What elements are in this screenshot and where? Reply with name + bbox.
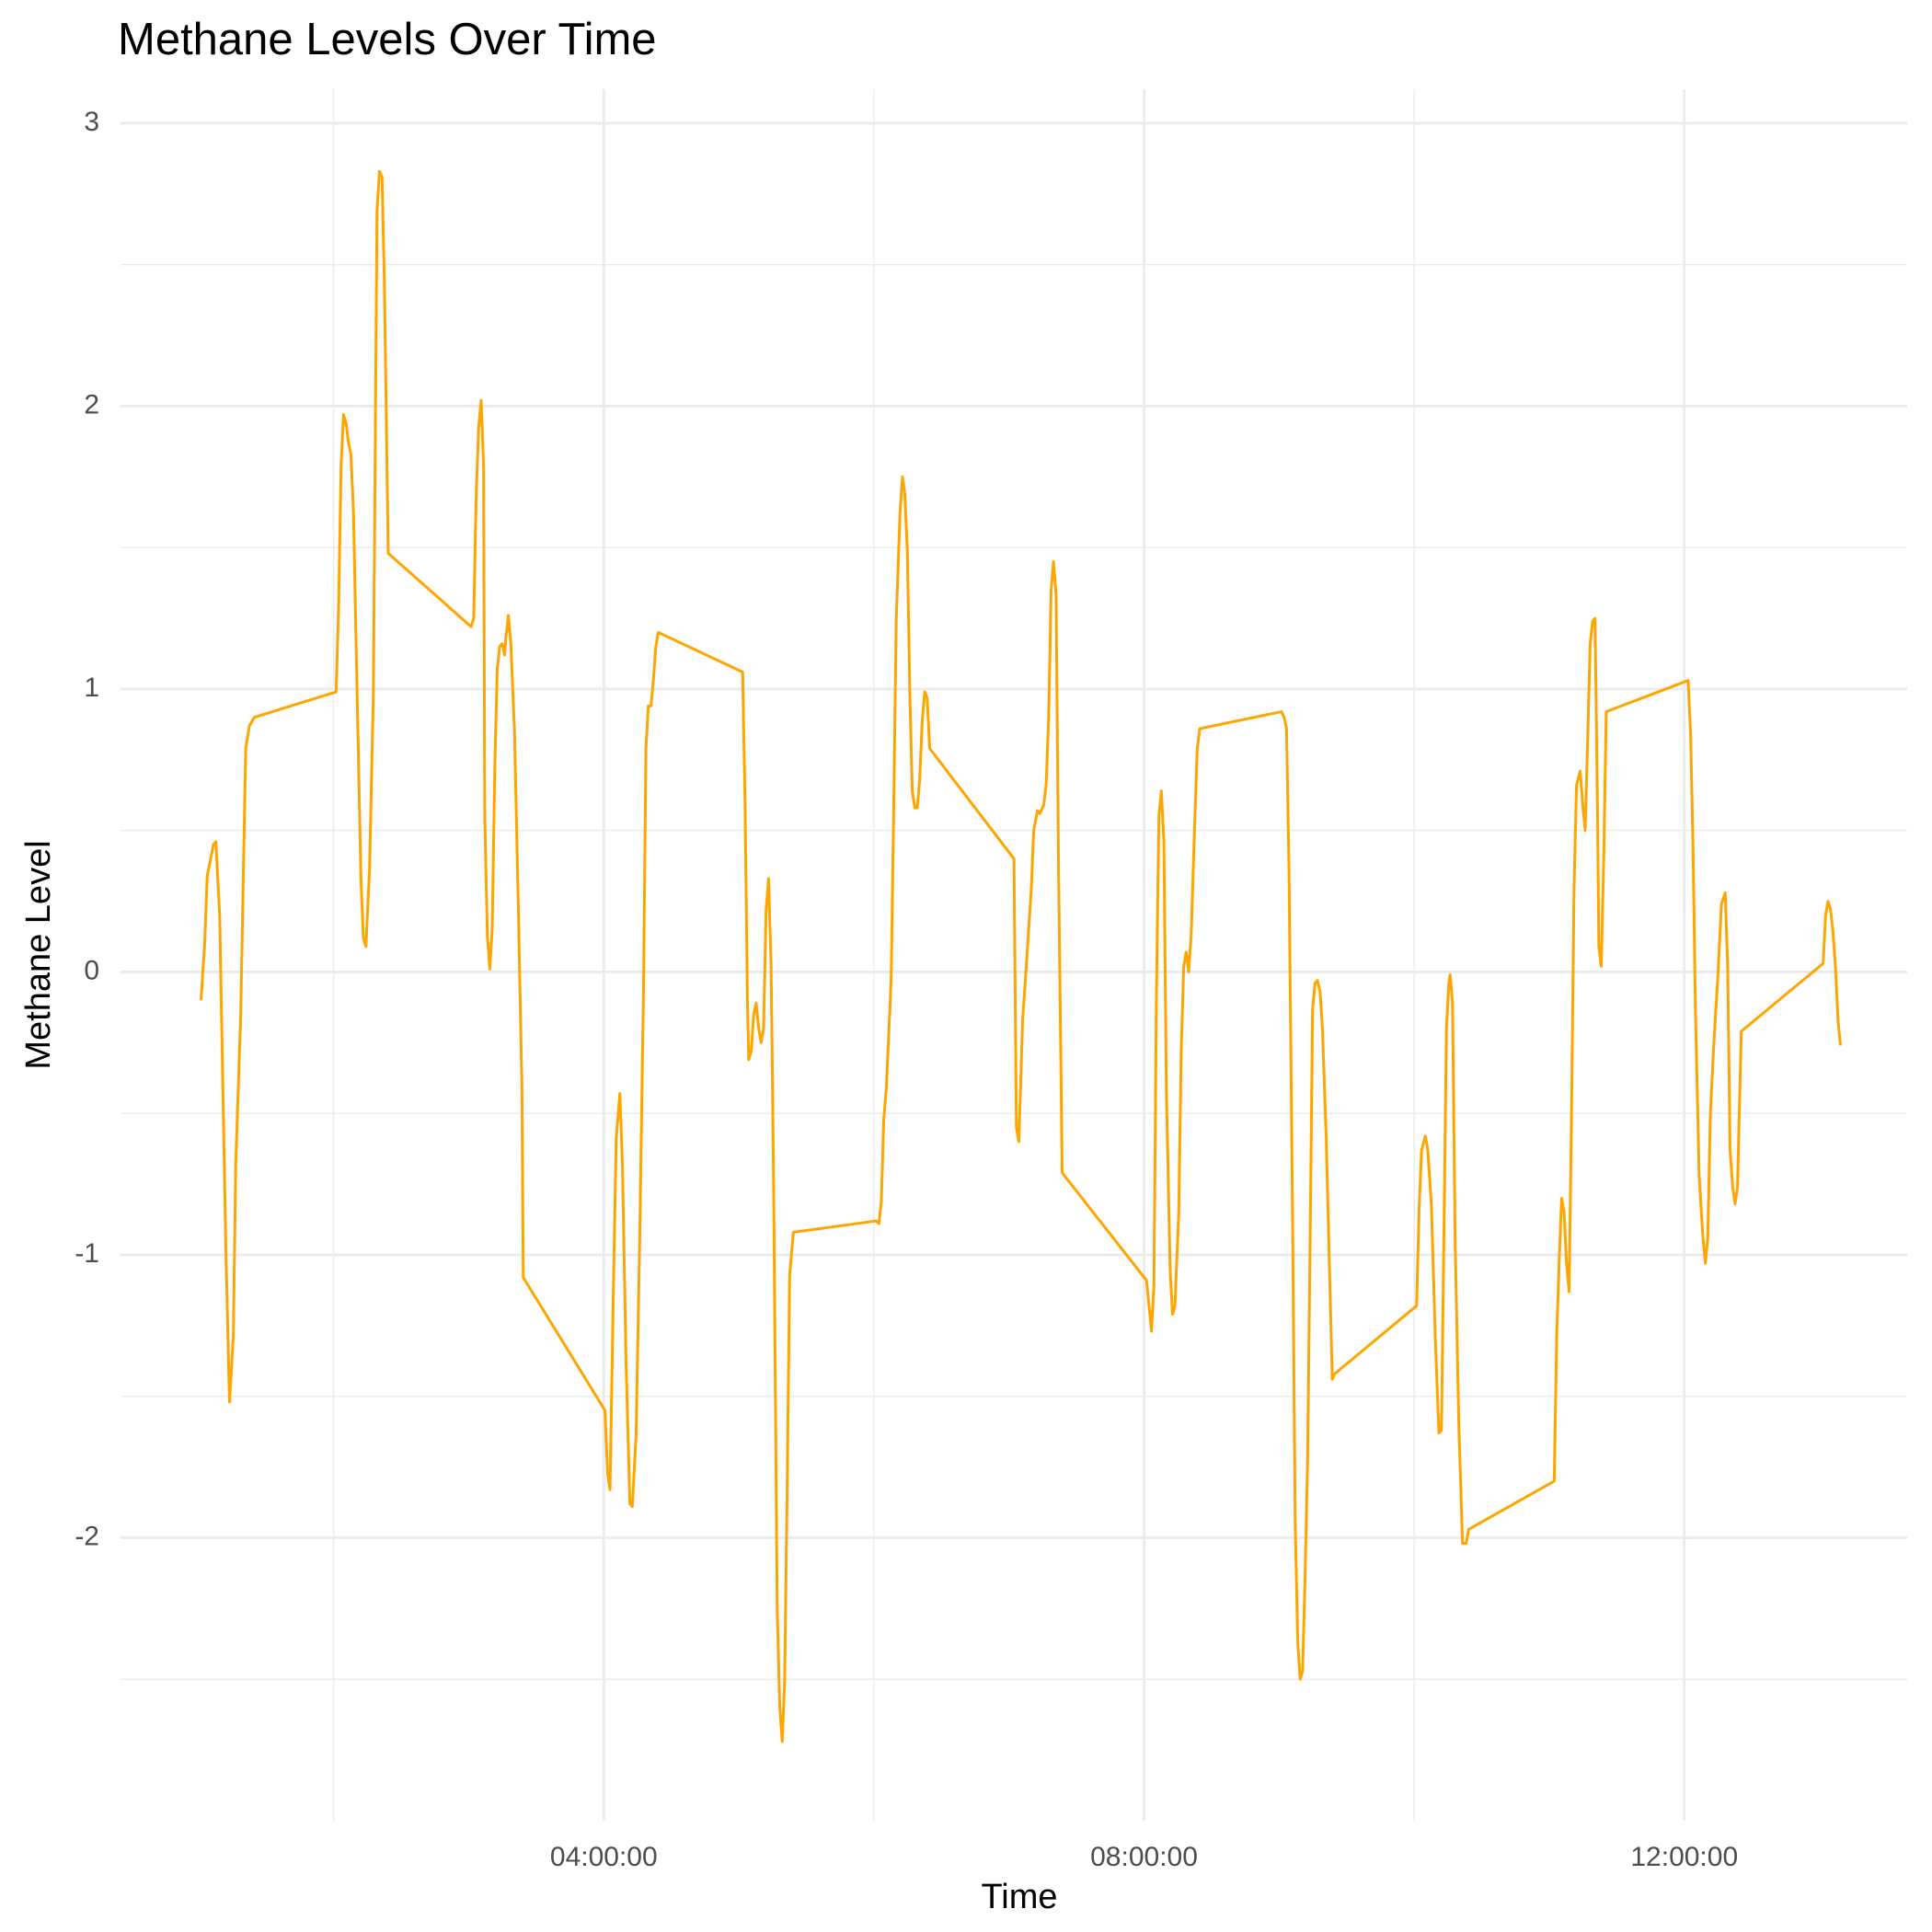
y-tick-label: 1 bbox=[84, 673, 99, 703]
y-tick-label: -1 bbox=[75, 1238, 99, 1269]
grid bbox=[121, 89, 1907, 1821]
y-axis-title: Methane Level bbox=[19, 840, 58, 1069]
x-tick-label: 12:00:00 bbox=[1630, 1842, 1738, 1872]
y-tick-label: -2 bbox=[75, 1521, 99, 1551]
y-tick-label: 2 bbox=[84, 389, 99, 420]
marks bbox=[200, 169, 1842, 1743]
x-tick-label: 08:00:00 bbox=[1090, 1842, 1198, 1872]
x-axis-title: Time bbox=[981, 1878, 1057, 1916]
data-line bbox=[200, 169, 1842, 1743]
y-tick-label: 0 bbox=[84, 955, 99, 985]
y-tick-label: 3 bbox=[84, 107, 99, 137]
chart-title: Methane Levels Over Time bbox=[118, 15, 657, 64]
x-tick-label: 04:00:00 bbox=[550, 1842, 658, 1872]
